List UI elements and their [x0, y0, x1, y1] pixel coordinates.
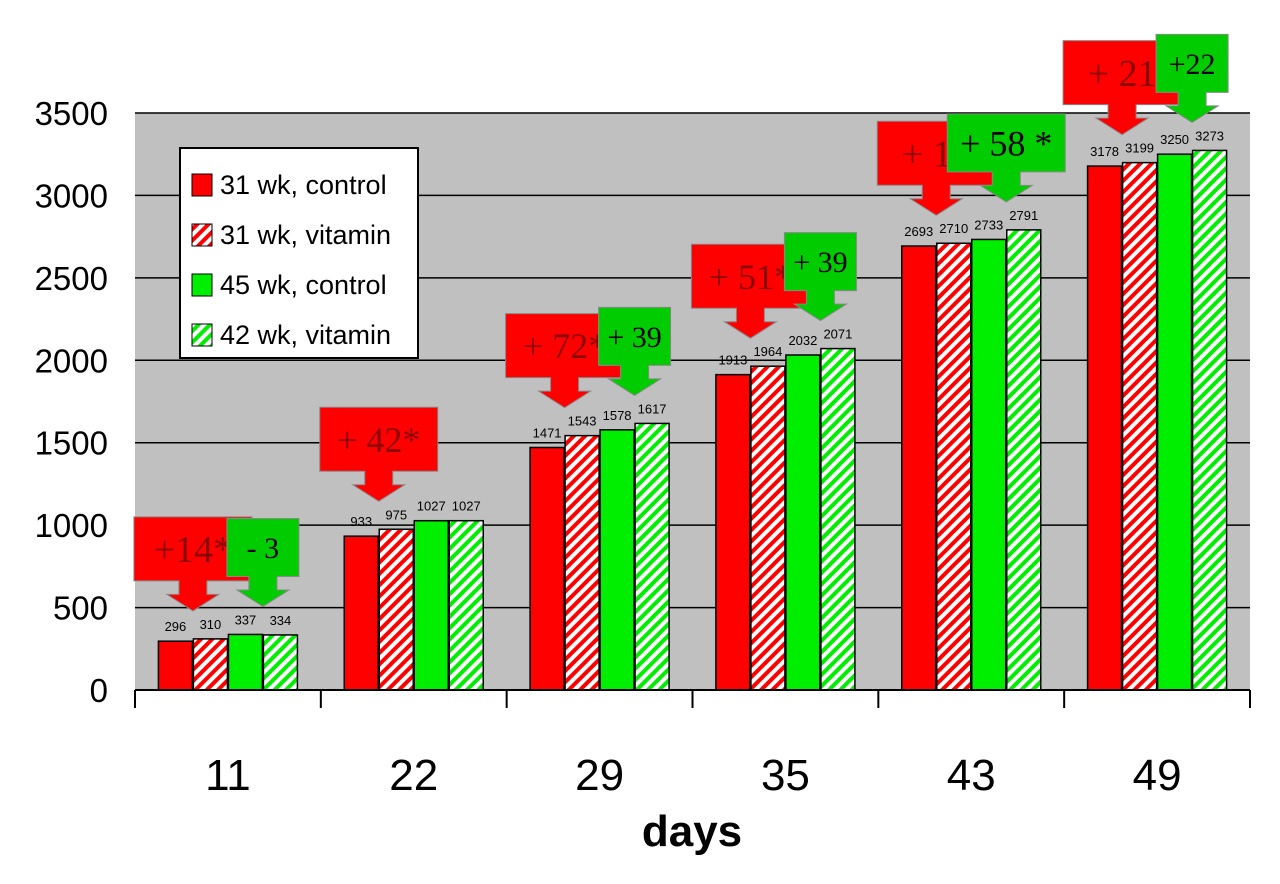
data-label: 2733 — [974, 217, 1003, 232]
annotation-callout — [783, 232, 857, 322]
annotation-label: + 21 — [1088, 53, 1157, 95]
bar — [262, 634, 299, 691]
bar — [343, 535, 379, 691]
y-tick-label: 500 — [53, 590, 108, 627]
bar — [192, 638, 229, 691]
legend-entry: 45 wk, control — [220, 270, 387, 300]
bar — [715, 373, 751, 691]
annotation-label: + 58 * — [960, 123, 1052, 163]
bar — [564, 434, 600, 691]
data-label: 3273 — [1195, 128, 1224, 143]
legend-swatch — [191, 173, 213, 197]
annotation-label: +14* — [154, 529, 232, 571]
annotation-label: - 3 — [247, 532, 280, 565]
annotations: +14* - 3+ 42*+ 72* + 39+ 51* + 39+ 17+ 58 *… — [133, 33, 1229, 612]
data-label: 3199 — [1125, 141, 1154, 156]
data-label: 2071 — [823, 327, 852, 342]
x-tick-label: 35 — [761, 751, 810, 800]
y-tick-label: 0 — [90, 672, 108, 709]
data-label: 2791 — [1009, 208, 1038, 223]
annotation-label: + 42* — [337, 420, 420, 460]
x-tick-label: 29 — [575, 751, 624, 800]
legend-box — [179, 147, 419, 359]
axes: 0 500 1000 1500 2000 2500 3000 3500 11 22 29 35 43 49 — [35, 95, 1251, 800]
y-tick-label: 2500 — [35, 260, 108, 297]
data-label: 2710 — [939, 221, 968, 236]
data-label: 1543 — [568, 414, 597, 429]
data-label: 1578 — [603, 408, 632, 423]
bar — [971, 238, 1007, 691]
y-tick-label: 3500 — [35, 95, 108, 132]
data-label: 296 — [165, 619, 187, 634]
data-label: 310 — [200, 617, 222, 632]
legend-entry: 31 wk, vitamin — [220, 220, 391, 250]
data-label: 1027 — [417, 499, 446, 514]
bar — [785, 354, 821, 691]
bar — [1156, 153, 1193, 691]
x-tick-label: 43 — [947, 751, 996, 800]
legend-entry: 42 wk, vitamin — [220, 320, 391, 350]
legend-entry: 31 wk, control — [220, 170, 387, 200]
data-label: 1913 — [718, 353, 747, 368]
legend: 31 wk, control 31 wk, vitamin 45 wk, contr… — [179, 147, 419, 359]
y-tick-label: 3000 — [35, 177, 108, 214]
data-label: 2693 — [904, 224, 933, 239]
data-label: 1027 — [452, 499, 481, 514]
bar — [936, 242, 972, 691]
data-label: 933 — [350, 514, 372, 529]
y-tick-label: 1000 — [35, 507, 108, 544]
x-axis-label: days — [642, 807, 742, 856]
bar — [529, 446, 565, 691]
annotation-callout — [598, 306, 672, 397]
data-label: 1617 — [638, 401, 667, 416]
bar — [750, 365, 786, 691]
bar — [634, 422, 670, 691]
annotation-label: + 51* — [709, 257, 792, 297]
data-label: 975 — [385, 507, 407, 522]
bar — [448, 519, 484, 691]
data-label: 334 — [270, 613, 292, 628]
annotation-callout — [946, 113, 1066, 203]
annotation-label: + 39 — [607, 321, 661, 354]
bar — [1086, 165, 1123, 691]
x-tick-label: 49 — [1133, 751, 1182, 800]
annotation-callout — [1155, 33, 1229, 124]
bar — [820, 347, 856, 691]
x-tick-label: 22 — [389, 751, 438, 800]
legend-swatch — [191, 323, 213, 347]
annotation-callout — [319, 406, 439, 502]
data-label: 3250 — [1160, 132, 1189, 147]
annotation-label: + 72* — [523, 326, 606, 366]
y-tick-label: 1500 — [35, 425, 108, 462]
data-label: 337 — [235, 612, 257, 627]
annotation-label: +22 — [1169, 48, 1216, 81]
bar — [378, 528, 414, 691]
bars — [157, 149, 1228, 691]
annotation-label: + 39 — [793, 246, 847, 279]
bar — [1006, 229, 1042, 691]
data-label: 2032 — [788, 333, 817, 348]
data-label: 1964 — [753, 344, 782, 359]
bar — [227, 633, 264, 691]
bar — [1191, 149, 1228, 691]
data-label: 1471 — [533, 425, 562, 440]
y-tick-label: 2000 — [35, 342, 108, 379]
x-tick-label: 11 — [205, 751, 251, 800]
bar — [157, 640, 194, 691]
legend-swatch — [191, 223, 213, 247]
bar — [1121, 161, 1158, 691]
bar — [413, 519, 449, 691]
bar — [901, 245, 937, 691]
value-labels: 296 310 337 334 933 975 1027 1027 1471 1543 1578 16… — [165, 128, 1224, 634]
bar — [599, 429, 635, 691]
legend-swatch — [191, 273, 213, 297]
annotation-callout — [226, 517, 300, 608]
data-label: 3178 — [1090, 144, 1119, 159]
